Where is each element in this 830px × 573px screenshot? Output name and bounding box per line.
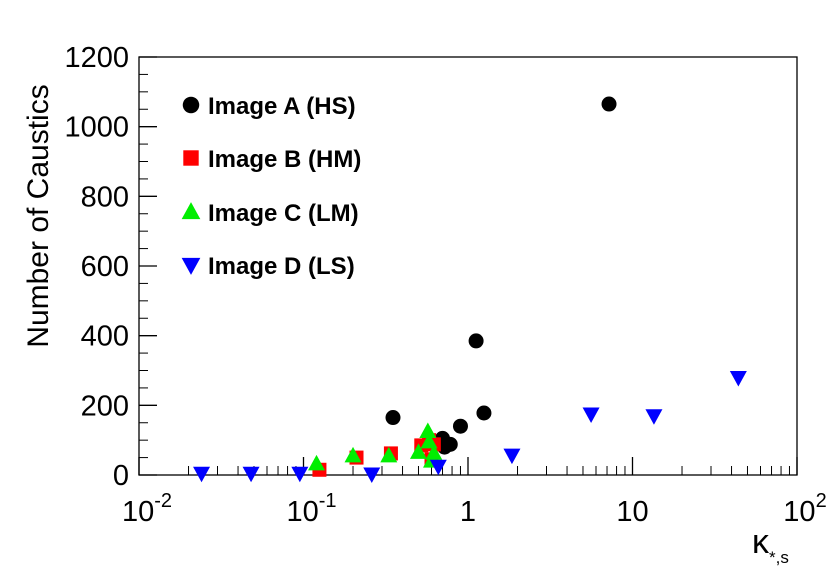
point-image-a-hs	[385, 410, 401, 426]
point-image-d-ls	[645, 409, 663, 425]
x-axis-label-main: κ	[752, 523, 770, 561]
legend-label-image-c-lm: Image C (LM)	[208, 200, 359, 227]
y-tick-label: 1200	[64, 42, 129, 74]
x-tick-label: 10	[616, 496, 648, 528]
y-axis-label: Number of Caustics	[22, 84, 55, 347]
y-tick-label: 600	[81, 251, 129, 283]
point-image-d-ls	[363, 467, 381, 483]
legend-marker-image-c-lm	[181, 202, 201, 220]
data-points	[193, 96, 747, 483]
x-axis-label: κ*,s	[752, 523, 789, 567]
y-tick-label: 200	[81, 390, 129, 422]
point-image-d-ls	[242, 466, 260, 483]
y-tick-label: 800	[81, 181, 129, 213]
legend-label-image-a-hs: Image A (HS)	[208, 93, 356, 120]
point-image-d-ls	[193, 466, 211, 483]
y-axis-ticks: 0 200 400 600 800 1000 1200	[64, 42, 157, 492]
point-image-a-hs	[468, 333, 484, 349]
point-image-d-ls	[503, 448, 521, 465]
legend-marker-image-b-hm	[183, 150, 199, 166]
x-tick-label: 1	[460, 496, 476, 528]
x-tick-label: 10-1	[286, 490, 336, 528]
x-tick-label: 10-2	[122, 490, 172, 528]
x-axis-ticks: 10-2 10-1 1 10 102	[122, 457, 827, 528]
point-image-c-lm	[409, 443, 427, 459]
x-tick-label: 102	[783, 490, 826, 528]
point-image-c-lm	[380, 446, 398, 463]
legend-marker-image-d-ls	[181, 257, 201, 275]
point-image-a-hs	[476, 405, 492, 421]
y-tick-label: 1000	[64, 112, 129, 144]
point-image-c-lm	[344, 446, 362, 463]
y-tick-label: 400	[81, 321, 129, 353]
point-image-c-lm	[425, 444, 443, 460]
legend-marker-image-a-hs	[182, 96, 200, 114]
point-image-d-ls	[291, 466, 309, 483]
point-image-c-lm	[420, 432, 438, 449]
legend: Image A (HS) Image B (HM) Image C (LM) Imag…	[181, 93, 361, 280]
point-image-c-lm	[308, 454, 326, 471]
point-image-a-hs	[601, 96, 617, 112]
point-image-c-lm	[419, 422, 437, 438]
legend-label-image-b-hm: Image B (HM)	[208, 146, 361, 173]
point-image-a-hs	[452, 418, 468, 434]
point-image-d-ls	[582, 407, 600, 424]
x-axis-label-subscript: *,s	[769, 548, 789, 567]
point-image-a-hs	[442, 436, 458, 452]
y-tick-label: 0	[113, 460, 129, 492]
point-image-d-ls	[729, 370, 747, 387]
legend-label-image-d-ls: Image D (LS)	[208, 253, 355, 280]
point-image-d-ls	[429, 459, 447, 476]
